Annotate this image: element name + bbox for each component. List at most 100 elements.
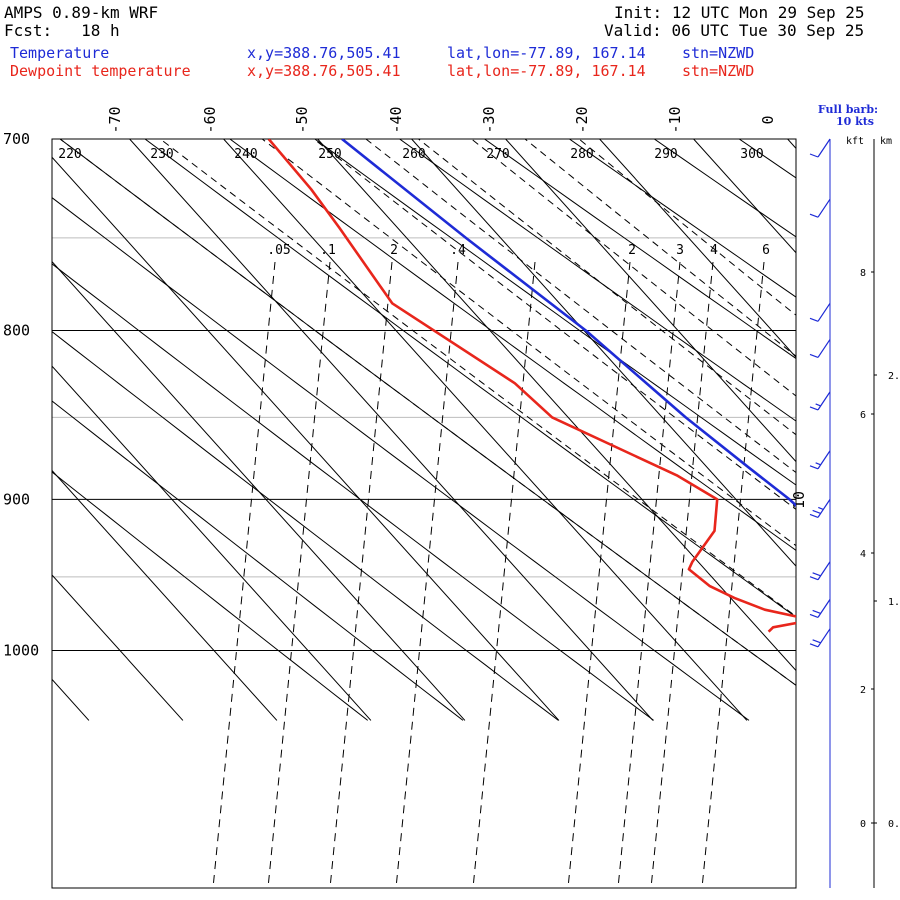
moist-adiabat [261, 139, 796, 547]
barb-legend-title: Full barb: [818, 103, 878, 116]
adiabat-label: 220 [58, 147, 81, 162]
mixing-ratio-line [395, 261, 459, 888]
fcst-label: Fcst: [4, 21, 53, 40]
adiabat-label: 230 [150, 147, 173, 162]
temperature-tick-label: -20 [573, 106, 591, 133]
wind-barb [809, 499, 831, 518]
dry-adiabat [398, 139, 796, 422]
moist-adiabat [470, 139, 796, 397]
temperature-profile [341, 139, 796, 508]
wind-barb-half [818, 506, 824, 511]
wind-barb [809, 391, 831, 411]
dry-adiabat [144, 139, 796, 618]
temperature-tick-label: 0 [759, 115, 777, 124]
mixing-ratio-label: 3 [676, 243, 684, 258]
wind-barb [809, 303, 831, 322]
temperature-tick-label: -50 [293, 106, 311, 133]
legend-temperature-xy: x,y=388.76,505.41 [247, 44, 401, 62]
legend-temperature-name: Temperature [10, 44, 110, 62]
kft-tick-label: 6 [860, 410, 866, 421]
kft-axis-label: kft [846, 136, 864, 147]
valid-label: Valid: [604, 21, 662, 40]
legend-dewpoint-latlon: lat,lon=-77.89, 167.14 [447, 62, 646, 80]
mixing-ratio-label: 4 [710, 243, 718, 258]
dry-adiabat [52, 263, 654, 721]
dry-adiabat [52, 331, 559, 721]
kft-tick-label: 2 [860, 685, 866, 696]
plot-frame [51, 138, 797, 889]
wind-barb-flag [809, 213, 819, 218]
wind-barb [809, 628, 831, 648]
isotherm [505, 139, 796, 463]
wind-barb-staff [817, 628, 831, 648]
kft-tick-label: 8 [860, 268, 866, 279]
wind-barb-staff [817, 599, 831, 618]
legend-dewpoint-xy: x,y=388.76,505.41 [247, 62, 401, 80]
adiabat-label: 290 [654, 147, 677, 162]
forecast-hour: Fcst: 18 h [4, 22, 120, 40]
legend-temperature-latlon: lat,lon=-77.89, 167.14 [447, 44, 646, 62]
isotherm [52, 574, 184, 721]
wind-barb-staff [817, 450, 831, 470]
wind-barb-half [815, 403, 821, 407]
temperature-tick-label: -10 [666, 106, 684, 133]
wind-barb-staff [817, 198, 831, 218]
dry-adiabat [313, 139, 796, 486]
dry-adiabat [52, 400, 464, 721]
wind-barb [809, 561, 831, 581]
mixing-ratio-label: .4 [450, 243, 466, 258]
wind-barb-flag [812, 639, 821, 644]
dry-adiabat [52, 471, 369, 721]
mixing-ratio-label: .05 [267, 243, 290, 258]
wind-barb-half [815, 462, 821, 466]
adiabat-label: 260 [402, 147, 425, 162]
kft-tick-label: 4 [860, 549, 866, 560]
moist-adiabat [159, 139, 796, 617]
kft-tick-label: 0 [860, 819, 866, 830]
isotherm [882, 139, 900, 720]
dry-adiabat [738, 139, 796, 179]
mixing-ratio-line [267, 261, 331, 888]
moist-adiabat [312, 139, 796, 511]
temperature-tick-label: -70 [106, 106, 124, 133]
pressure-label: 700 [3, 130, 30, 148]
legend-dewpoint-name: Dewpoint temperature [10, 62, 191, 80]
isotherm [411, 139, 796, 567]
pressure-label: 800 [3, 321, 30, 339]
legend-dewpoint-stn: stn=NZWD [682, 62, 755, 80]
temperature-tick-label: -40 [387, 106, 405, 133]
legend-temperature-stn: stn=NZWD [682, 44, 755, 62]
barb-legend-value: 10 kts [836, 115, 874, 128]
mixing-ratio-line [212, 261, 276, 888]
init-label: Init: [614, 3, 663, 22]
dry-adiabat [568, 139, 796, 298]
mixing-ratio-line [650, 261, 714, 888]
dry-adiabat [52, 197, 750, 721]
temperature-tick-label: -30 [480, 106, 498, 133]
wind-barb-staff [817, 391, 831, 411]
fcst-value: 18 h [81, 21, 120, 40]
isotherm [223, 139, 748, 721]
mixing-ratio-label: .1 [320, 243, 336, 258]
isotherm [787, 139, 796, 150]
wind-barb-flag [812, 609, 821, 614]
km-tick-label: 0. [888, 819, 900, 830]
moist-adiabat [365, 139, 796, 474]
model-title: AMPS 0.89-km WRF [4, 3, 159, 22]
mixing-ratio-line [329, 261, 393, 888]
init-time: Init: 12 UTC Mon 29 Sep 25 [614, 4, 864, 22]
mixing-ratio-label: 6 [762, 243, 770, 258]
mixing-ratio-label: 2 [390, 243, 398, 258]
isotherm [52, 156, 560, 721]
mixing-ratio-line [701, 261, 765, 888]
isotherm [52, 365, 372, 721]
wind-barb-staff [817, 561, 831, 581]
wind-barb-flag [809, 576, 819, 581]
dewpoint-profile [267, 139, 796, 633]
wind-barb-flag [809, 153, 819, 158]
wind-barb-flag [809, 353, 819, 358]
moist-adiabat [59, 139, 796, 686]
pressure-label: 1000 [3, 641, 39, 659]
wind-barb [809, 450, 831, 470]
